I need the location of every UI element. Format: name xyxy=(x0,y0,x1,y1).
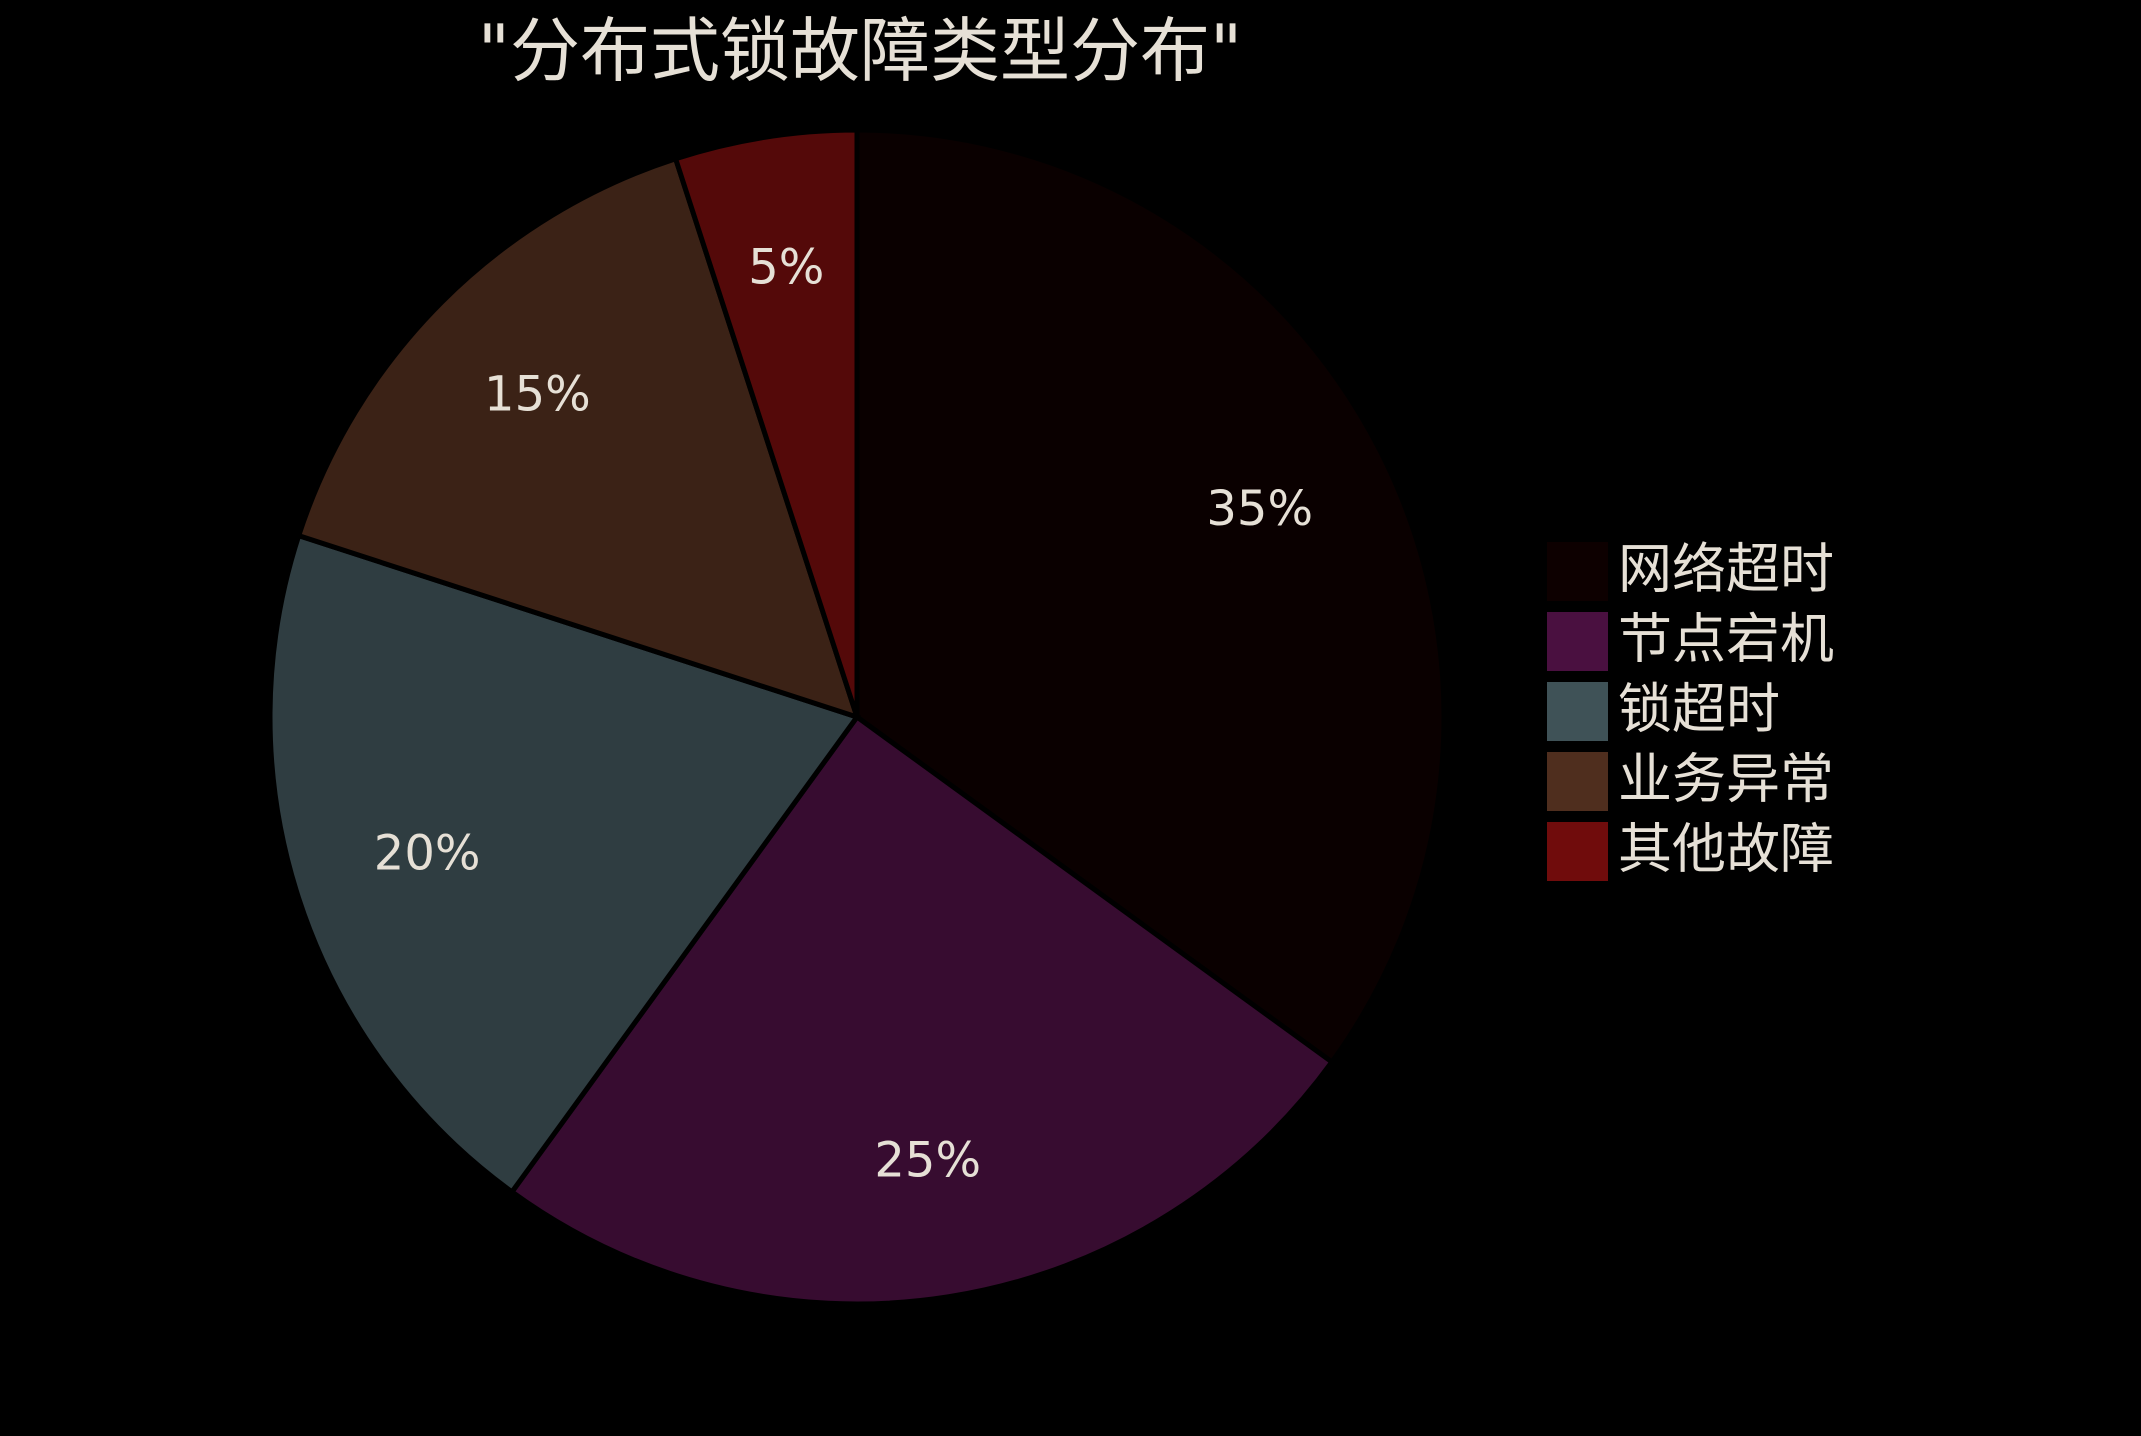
value-label: 15% xyxy=(484,366,591,422)
legend-swatch xyxy=(1547,612,1608,671)
chart-title: "分布式锁故障类型分布" xyxy=(478,10,1242,92)
legend-label: 网络超时 xyxy=(1618,538,1834,601)
legend-label: 业务异常 xyxy=(1618,748,1834,811)
pie-slice xyxy=(854,127,1447,1066)
legend-swatch xyxy=(1547,752,1608,811)
legend-swatch xyxy=(1547,682,1608,741)
legend-swatch xyxy=(1547,542,1608,601)
value-label: 5% xyxy=(748,240,824,296)
value-label: 35% xyxy=(1206,481,1313,537)
pie-slice xyxy=(295,155,861,721)
legend-swatch xyxy=(1547,822,1608,881)
pie-slice xyxy=(508,713,1336,1307)
pie-slice xyxy=(672,127,860,718)
value-label: 20% xyxy=(374,826,481,882)
legend-label: 锁超时 xyxy=(1618,678,1780,741)
pie-slice xyxy=(267,532,862,1196)
legend-label: 其他故障 xyxy=(1618,818,1834,881)
legend-label: 节点宕机 xyxy=(1618,608,1834,671)
value-label: 25% xyxy=(874,1132,981,1188)
